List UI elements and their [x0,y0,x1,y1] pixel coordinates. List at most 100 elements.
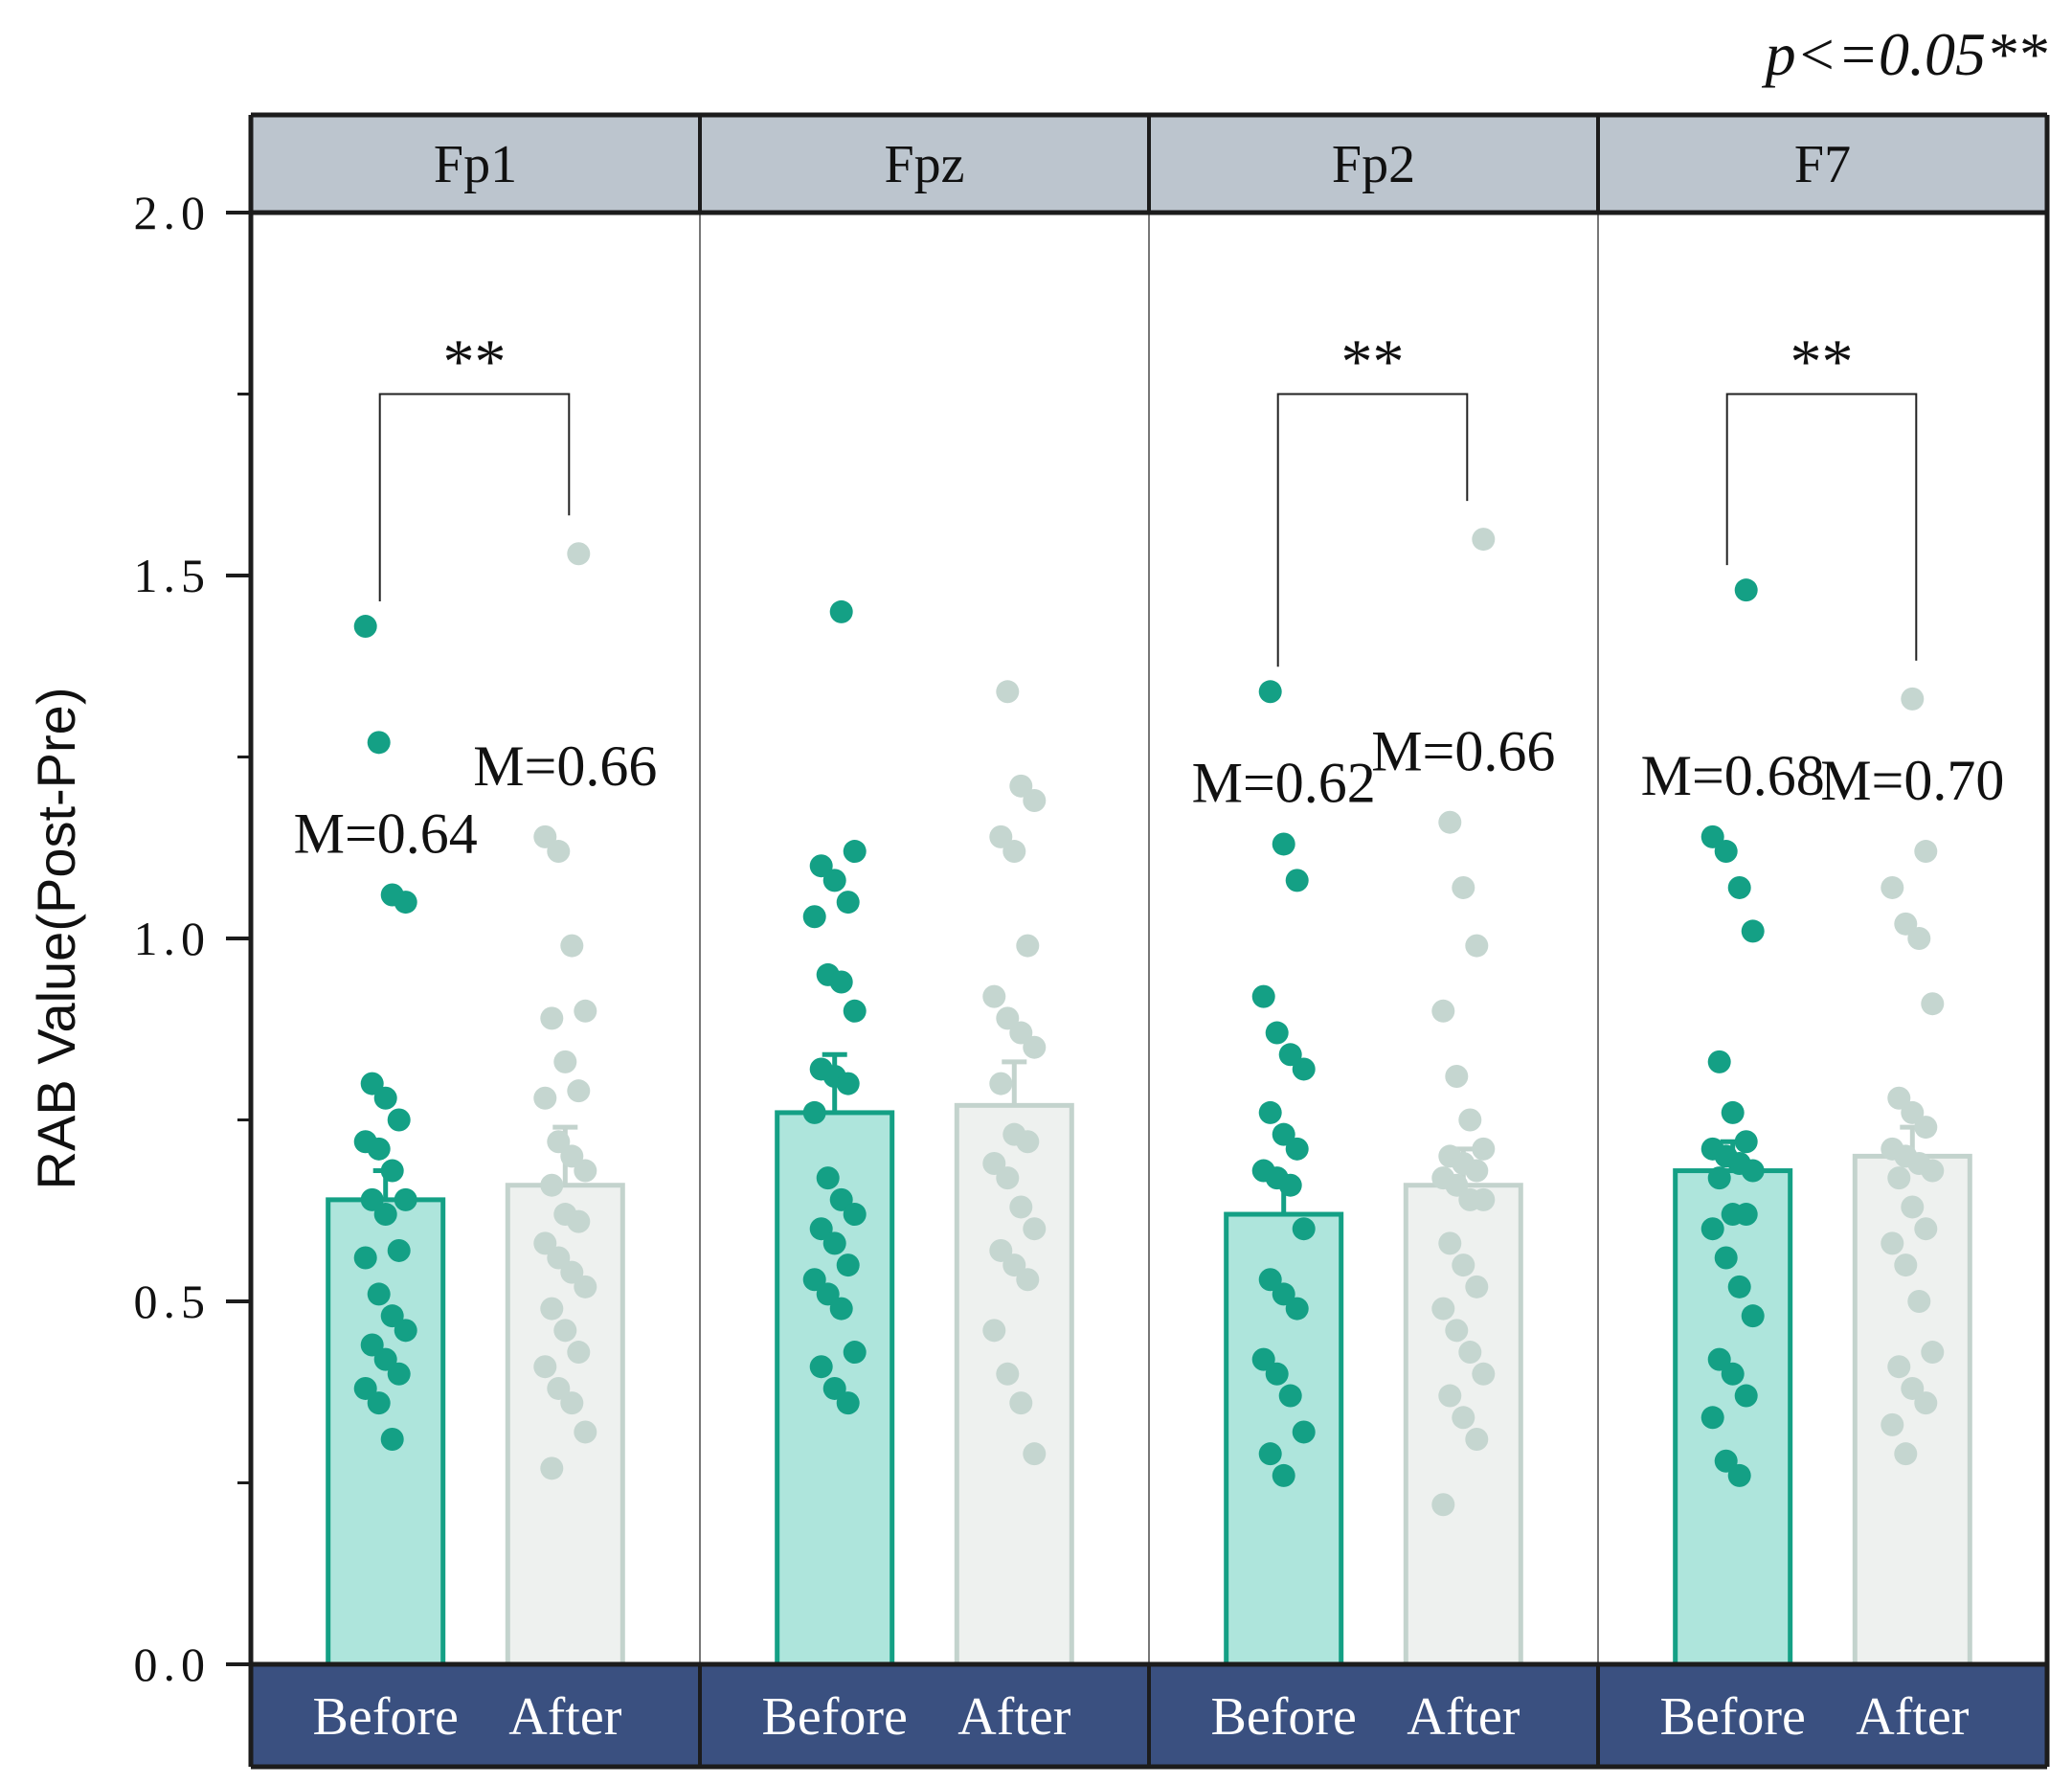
data-point [1901,1195,1925,1219]
group-label: After [957,1687,1071,1747]
significance-marker: ** [1341,327,1405,397]
data-point [1272,1282,1295,1306]
data-point [394,1319,417,1343]
data-point [540,1173,564,1197]
data-point [1278,1043,1302,1067]
data-point [560,1391,584,1415]
data-point [1914,1391,1938,1415]
data-point [982,1319,1006,1343]
data-point [1914,840,1938,864]
data-point [836,1391,860,1415]
group-label: Before [762,1687,908,1747]
data-point [1894,1442,1918,1466]
data-point [996,680,1020,704]
data-point [367,1282,391,1306]
data-point [1707,1050,1731,1073]
data-point [353,615,377,639]
data-point [1894,1253,1918,1277]
data-point [1901,1376,1925,1400]
panel-title: Fp1 [434,135,517,194]
data-point [1258,680,1282,704]
data-point [1707,1166,1731,1190]
data-point [394,1187,417,1211]
significance-bracket [378,393,571,602]
data-point [1901,687,1925,711]
data-point [1881,875,1904,899]
data-point [1700,824,1724,848]
data-point [982,1151,1006,1175]
data-point [560,1260,584,1284]
data-point [1009,1195,1033,1219]
data-point [1741,1159,1765,1183]
data-point [822,869,846,892]
panel-title: F7 [1794,135,1851,194]
data-point [829,1187,853,1211]
data-point [1009,1021,1033,1045]
data-point [822,1376,846,1400]
data-point [553,1050,577,1073]
data-point [540,1006,564,1030]
data-point [1472,528,1496,552]
data-point [560,1144,584,1168]
data-point [1901,1100,1925,1124]
data-point [567,1209,591,1233]
data-point [387,1108,411,1132]
data-point [1921,1341,1945,1365]
y-tick-label: 1.5 [134,549,212,602]
significance-bracket [1725,393,1918,661]
data-point [982,984,1006,1008]
data-point [1741,919,1765,943]
data-point [1431,999,1455,1023]
data-point [1023,788,1047,812]
data-point [373,1086,397,1110]
data-point [1887,1086,1911,1110]
group-label: After [1407,1687,1520,1747]
data-point [1292,1057,1316,1081]
group-label: Before [1660,1687,1806,1747]
data-point [809,854,833,878]
data-point [1009,774,1033,798]
data-point [1438,1231,1462,1255]
data-point [996,1166,1020,1190]
data-point [843,999,867,1023]
group-label: Before [1211,1687,1357,1747]
data-point [387,1362,411,1386]
data-point [1023,1035,1047,1059]
data-point [1714,1449,1738,1473]
data-point [1727,875,1751,899]
data-point [367,1137,391,1161]
data-point [1741,1304,1765,1328]
data-point [1438,810,1462,834]
data-point [567,1079,591,1103]
data-point [387,1238,411,1262]
data-point [1721,1362,1745,1386]
data-point [1465,1159,1489,1183]
data-point [836,1253,860,1277]
mean-label: M=0.66 [1371,720,1555,783]
data-point [1258,1268,1282,1292]
data-point [1452,875,1475,899]
data-point [1714,1246,1738,1270]
data-point [1278,1173,1302,1197]
data-point [360,1072,384,1095]
y-tick-label: 2.0 [134,186,212,239]
mean-label: M=0.70 [1820,749,2004,812]
data-point [574,999,597,1023]
data-point [829,599,853,623]
data-point [1009,1391,1033,1415]
data-point [540,1297,564,1321]
data-point [1292,1217,1316,1241]
data-point [1472,1187,1496,1211]
data-point [1472,1137,1496,1161]
y-tick-label: 0.0 [134,1637,212,1691]
data-point [353,1376,377,1400]
data-point [1907,927,1931,950]
data-point [533,1231,557,1255]
data-point [989,824,1013,848]
data-point [1278,1384,1302,1408]
data-point [533,1086,557,1110]
data-point [1921,1159,1945,1183]
data-point [829,970,853,994]
panel-title: Fp2 [1332,135,1415,194]
